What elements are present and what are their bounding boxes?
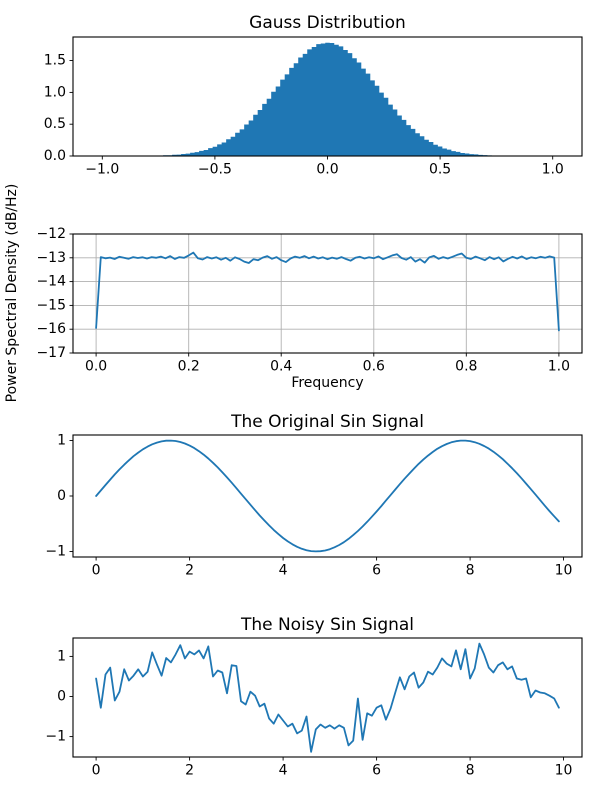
y-tick-label: 1: [57, 648, 66, 664]
psd-subplot: 0.0 0.2 0.4 0.6 0.8 1.0 −17 −16 −15 −14 −13 −12: [36, 226, 583, 375]
axes-box: [72, 637, 583, 758]
y-tick-label: −16: [36, 321, 66, 337]
y-tick-label: 0.0: [44, 148, 66, 164]
y-tick-label: 0: [57, 689, 66, 705]
x-tick-label: 0: [92, 763, 101, 779]
x-tick-label: 0: [92, 563, 101, 579]
y-tick-label: 1.5: [44, 53, 66, 69]
x-tick-label: 0.2: [178, 359, 200, 375]
x-tick-label: 10: [555, 763, 573, 779]
original-sin-subplot: 0 2 4 6 8 10 −1 0 1: [45, 433, 583, 579]
y-tick-label: −12: [36, 226, 66, 242]
x-tick-label: 8: [466, 763, 475, 779]
x-tick-label: −1.0: [85, 162, 119, 178]
x-tick-label: 0.8: [455, 359, 477, 375]
x-tick-label: 1.0: [542, 162, 564, 178]
psd-y-axis-label: Power Spectral Density (dB/Hz): [4, 183, 20, 403]
x-tick-label: 1.0: [548, 359, 570, 375]
x-tick-label: −0.5: [198, 162, 232, 178]
y-tick-label: −17: [36, 345, 66, 361]
noisy-sin-title: The Noisy Sin Signal: [240, 615, 415, 635]
y-tick-label: 1.0: [44, 84, 66, 100]
y-tick-label: 0.5: [44, 116, 66, 132]
axes-box: [72, 233, 583, 354]
x-tick-label: 0.5: [429, 162, 451, 178]
y-tick-label: 1: [57, 433, 66, 449]
y-tick-label: −15: [36, 297, 66, 313]
noisy-sin-subplot: 0 2 4 6 8 10 −1 0 1: [45, 637, 583, 779]
x-tick-label: 2: [185, 563, 194, 579]
x-tick-label: 4: [279, 563, 288, 579]
original-sin-line: [95, 439, 560, 553]
psd-x-axis-label: Frequency: [291, 375, 364, 391]
x-tick-label: 6: [372, 763, 381, 779]
y-tick-label: 0: [57, 488, 66, 504]
x-tick-label: 0.6: [363, 359, 385, 375]
x-tick-label: 2: [185, 763, 194, 779]
histogram-bars: [158, 42, 497, 157]
x-tick-label: 10: [555, 563, 573, 579]
x-tick-label: 8: [466, 563, 475, 579]
original-sin-title: The Original Sin Signal: [231, 412, 424, 432]
x-tick-label: 6: [372, 563, 381, 579]
y-tick-label: −1: [45, 729, 66, 745]
x-tick-label: 0.0: [85, 359, 107, 375]
psd-line: [95, 251, 560, 332]
gauss-histogram-title: Gauss Distribution: [249, 13, 406, 33]
y-tick-label: −14: [36, 274, 66, 290]
noisy-sin-line: [95, 642, 560, 753]
x-tick-label: 4: [279, 763, 288, 779]
x-tick-label: 0.4: [270, 359, 292, 375]
y-tick-label: −13: [36, 250, 66, 266]
y-tick-label: −1: [45, 544, 66, 560]
axes-box: [72, 434, 583, 558]
gauss-histogram-subplot: −1.0 −0.5 0.0 0.5 1.0 0.0 0.5 1.0 1.5: [44, 36, 583, 178]
axes-box: [72, 36, 583, 157]
x-tick-label: 0.0: [316, 162, 338, 178]
